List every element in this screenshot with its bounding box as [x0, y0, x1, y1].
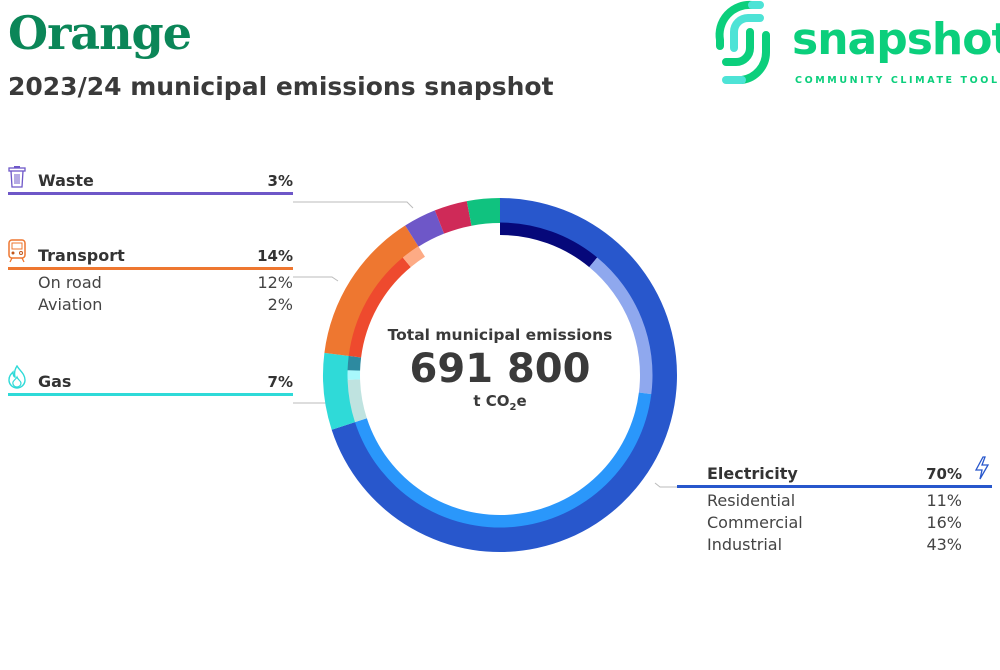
transport-label: Transport — [38, 246, 125, 265]
total-emissions: Total municipal emissions 691 800 t CO2e — [380, 326, 620, 413]
sub-label: Commercial — [707, 513, 803, 532]
sub-label: On road — [38, 273, 102, 292]
snapshot-logo: snapshot COMMUNITY CLIMATE TOOL — [712, 0, 1000, 90]
legend-sub-item: On road 12% — [8, 270, 293, 292]
sub-label: Aviation — [38, 295, 103, 314]
unit-suffix: e — [516, 392, 527, 410]
unlabeled-segment — [434, 201, 472, 234]
legend-gas: Gas 7% — [8, 365, 293, 396]
legend-transport: Transport 14% On road 12% Aviation 2% — [8, 239, 293, 314]
gas-percent: 7% — [267, 373, 293, 391]
aviation-segment — [402, 246, 425, 268]
legend-electricity: Electricity 70% Residential 11% Commercia… — [677, 456, 992, 554]
waste-leader-line — [293, 201, 414, 209]
sub-percent: 12% — [257, 273, 293, 292]
legend-sub-item: Aviation 2% — [8, 292, 293, 314]
unlabeled-segment — [347, 370, 361, 380]
leader-lines — [293, 201, 692, 488]
unlabeled-segment — [347, 355, 362, 371]
unlabeled-segment — [347, 379, 367, 423]
industrial-segment — [354, 392, 652, 528]
unit-prefix: t CO — [473, 392, 510, 410]
page-subtitle: 2023/24 municipal emissions snapshot — [8, 72, 554, 101]
total-value: 691 800 — [409, 346, 591, 392]
sub-percent: 16% — [926, 513, 962, 532]
transport-percent: 14% — [257, 247, 293, 265]
gas-label: Gas — [38, 372, 72, 391]
flame-icon — [8, 365, 26, 389]
logo-tagline: COMMUNITY CLIMATE TOOL — [795, 75, 1000, 86]
lightning-bolt-icon — [974, 456, 990, 480]
gas-segment — [323, 352, 356, 430]
outer-ring — [323, 198, 677, 552]
unit-subscript: 2 — [509, 402, 517, 413]
transport-leader-line — [293, 276, 339, 282]
unlabeled-segment — [466, 198, 500, 226]
legend-sub-item: Residential 11% — [677, 488, 962, 510]
logo-wordmark: snapshot — [792, 14, 1000, 65]
sub-percent: 11% — [926, 491, 962, 510]
sub-percent: 2% — [267, 295, 293, 314]
waste-percent: 3% — [267, 172, 293, 190]
trash-can-icon — [8, 166, 26, 188]
legend-sub-item: Industrial 43% — [677, 532, 962, 554]
legend-sub-item: Commercial 16% — [677, 510, 962, 532]
page-title: Orange — [8, 6, 192, 60]
inner-ring — [347, 222, 653, 528]
electricity-percent: 70% — [926, 465, 962, 483]
on-road-segment — [348, 257, 411, 358]
waste-label: Waste — [38, 171, 94, 190]
sub-label: Industrial — [707, 535, 783, 554]
total-label: Total municipal emissions — [387, 326, 613, 344]
train-icon — [8, 239, 26, 263]
commercial-segment — [589, 257, 653, 395]
transport-segment — [324, 225, 419, 356]
sub-percent: 43% — [926, 535, 962, 554]
residential-segment — [500, 222, 598, 268]
legend-waste: Waste 3% — [8, 166, 293, 195]
electricity-label: Electricity — [707, 464, 798, 483]
total-unit: t CO2e — [380, 392, 620, 413]
sub-label: Residential — [707, 491, 796, 510]
waste-segment — [405, 210, 445, 247]
snapshot-logo-mark-icon — [715, 0, 771, 84]
